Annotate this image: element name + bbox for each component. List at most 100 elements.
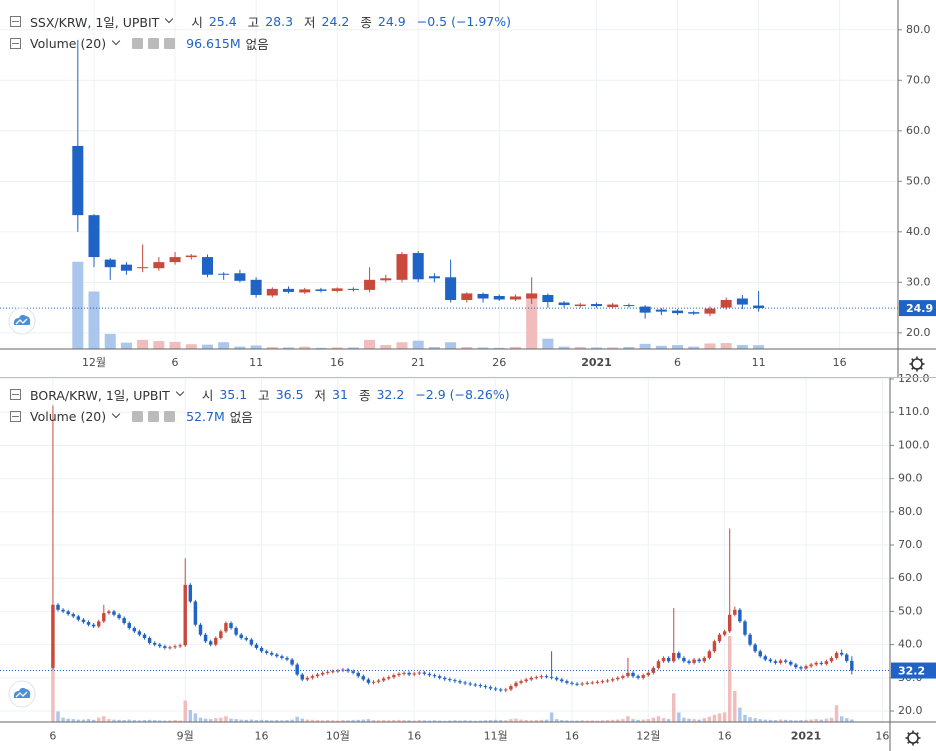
volume-bar [249, 719, 254, 722]
volume-bar [758, 719, 762, 722]
candle-body [366, 679, 371, 683]
caret [111, 409, 121, 419]
volume-bar [427, 720, 432, 722]
volume-bar [641, 719, 645, 722]
candle-body [688, 312, 700, 314]
candle-body [526, 293, 538, 299]
volume-bar [208, 719, 213, 722]
volume-bar [595, 720, 600, 722]
volume-bar [819, 719, 824, 722]
x-tick-label: 26 [492, 356, 506, 369]
candle-body [610, 679, 615, 681]
candle-body [51, 604, 55, 668]
y-tick-label: 110.0 [898, 405, 930, 418]
volume-bar [636, 719, 640, 722]
candle-body [773, 661, 778, 663]
volume-bar [488, 720, 493, 722]
candle-body [748, 634, 752, 645]
candle-body [682, 657, 686, 662]
candle-body [259, 647, 264, 652]
legend-row: SSX/KRW, 1일, UPBIT 시 25.4 고 28.3 저 24.2 종 24.9 −0… [10, 10, 511, 32]
candle-body [56, 604, 60, 610]
gear-tooth [911, 358, 915, 362]
candle-body [616, 677, 620, 680]
volume-bar [656, 716, 661, 722]
candle-body [120, 264, 132, 271]
candle-body [534, 677, 539, 679]
y-tick-label: 70.0 [898, 538, 923, 551]
cloud-wave [15, 691, 28, 698]
candle-body [666, 657, 671, 662]
last-price-label: 32.2 [898, 665, 925, 678]
volume-bar [539, 719, 544, 722]
candle-body [285, 657, 289, 660]
candle-body [524, 679, 528, 682]
gear-tooth [907, 732, 911, 736]
candle-body [468, 683, 472, 685]
volume-bar [219, 717, 223, 722]
candle-body [325, 671, 330, 673]
candle-body [315, 674, 320, 677]
candle-body [443, 677, 447, 680]
candle-body [168, 647, 172, 649]
ohlc-label: 저 [314, 387, 327, 403]
volume-bar [315, 347, 327, 349]
volume-bar [364, 339, 376, 349]
y-tick-label: 60.0 [906, 124, 931, 137]
candle-body [137, 267, 149, 269]
volume-bar [651, 717, 656, 722]
candle-body [621, 676, 625, 678]
cloud-icon [8, 680, 36, 708]
ohlc-label: 시 [201, 387, 214, 403]
ohlc-value: 32.2 [376, 386, 405, 402]
volume-bar [605, 720, 610, 722]
volume-bar [554, 719, 559, 722]
candle-body [736, 298, 748, 305]
volume-bar [331, 347, 343, 349]
volume-bar [794, 720, 798, 722]
volume-bar [824, 718, 829, 722]
collapse-icon [10, 37, 21, 49]
candle-body [427, 673, 432, 676]
volume-bar [147, 719, 152, 722]
legend: BORA/KRW, 1일, UPBIT 시 35.1 고 36.5 저 31 종 32.2 −2.… [10, 383, 510, 427]
change: −2.9 (−8.26%) [415, 386, 510, 402]
volume-bar [366, 719, 371, 722]
candle-body [387, 677, 391, 679]
candle-body [224, 623, 228, 632]
volume-bar [122, 720, 126, 722]
y-tick-label: 60.0 [898, 571, 923, 584]
volume-bar [412, 720, 416, 722]
candle-body [687, 661, 691, 663]
legend-row: Volume (20) 52.7M 없음 [10, 405, 510, 427]
ohlc-value: 36.5 [275, 386, 304, 402]
y-tick-label: 50.0 [898, 604, 923, 617]
candle-body [590, 682, 595, 684]
volume-bar [542, 338, 554, 349]
candle-body [266, 288, 278, 296]
candle-body [799, 667, 803, 669]
volume-bar [661, 718, 666, 722]
candle-body [381, 678, 386, 681]
volume-bar [544, 719, 549, 722]
candle-body [509, 686, 513, 690]
volume-bar [91, 719, 96, 722]
volume-bar [234, 346, 246, 349]
volume-bar [264, 720, 269, 722]
candle-body [283, 288, 295, 292]
volume-bar [809, 719, 813, 722]
volume-bar [254, 720, 259, 722]
volume-bar [250, 345, 262, 349]
volume-bar [432, 720, 437, 722]
volume-bar [137, 720, 142, 722]
candle-body [102, 613, 106, 622]
volume-bar [305, 719, 310, 722]
volume-bar [607, 347, 619, 349]
candle-body [61, 609, 65, 612]
x-tick-label: 16 [565, 730, 579, 743]
volume-bar [153, 341, 165, 349]
y-tick-label: 50.0 [906, 174, 931, 187]
caret [111, 36, 121, 46]
candle-body [768, 659, 773, 662]
